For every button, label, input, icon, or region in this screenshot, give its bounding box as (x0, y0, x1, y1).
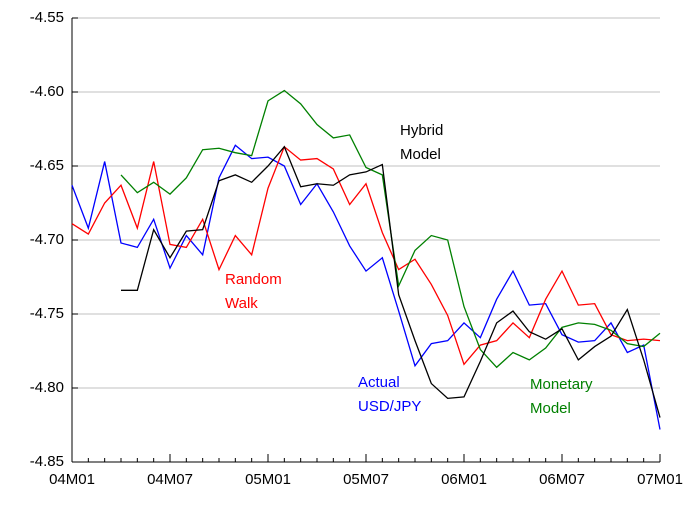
y-tick-label: -4.60 (30, 83, 64, 100)
series-line (71, 144, 661, 430)
series-label: Model (530, 400, 571, 417)
y-tick-label: -4.80 (30, 379, 64, 396)
x-tick-label: 04M07 (147, 471, 193, 488)
series-label: Random (225, 271, 282, 288)
y-tick-label: -4.55 (30, 9, 64, 26)
series-label: Hybrid (400, 122, 443, 139)
series-line (121, 145, 661, 418)
series-label: Walk (225, 295, 258, 312)
x-tick-label: 07M01 (637, 471, 683, 488)
y-tick-label: -4.75 (30, 305, 64, 322)
y-tick-label: -4.70 (30, 231, 64, 248)
series-label: Model (400, 146, 441, 163)
y-tick-label: -4.65 (30, 157, 64, 174)
series-line (71, 145, 661, 366)
series-label: Monetary (530, 376, 593, 393)
x-tick-label: 05M07 (343, 471, 389, 488)
series-label: Actual (358, 374, 400, 391)
x-tick-label: 05M01 (245, 471, 291, 488)
x-tick-label: 06M01 (441, 471, 487, 488)
x-tick-label: 06M07 (539, 471, 585, 488)
y-tick-label: -4.85 (30, 453, 64, 470)
x-tick-label: 04M01 (49, 471, 95, 488)
series-label: USD/JPY (358, 398, 421, 415)
